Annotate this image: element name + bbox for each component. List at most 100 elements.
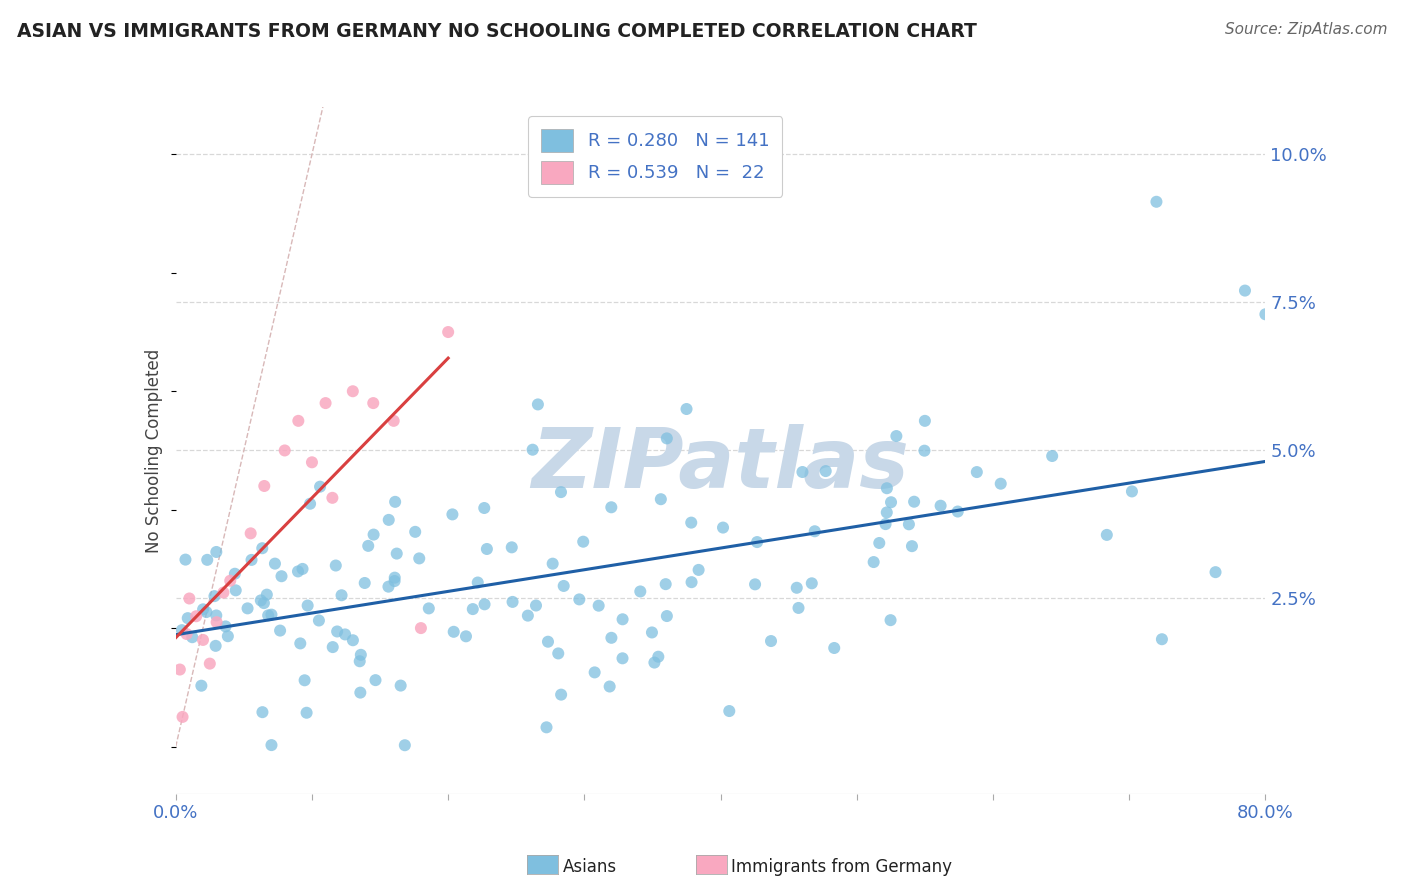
Point <box>191 602 214 616</box>
Point <box>454 629 477 643</box>
Point <box>172 710 194 724</box>
Point <box>239 526 262 541</box>
Point <box>814 464 837 478</box>
Point <box>204 639 226 653</box>
Point <box>322 640 344 654</box>
Point <box>711 520 734 534</box>
Point <box>643 656 665 670</box>
Point <box>745 535 768 549</box>
Point <box>475 541 498 556</box>
Y-axis label: No Schooling Completed: No Schooling Completed <box>145 349 163 552</box>
Point <box>600 500 623 515</box>
Point <box>441 508 464 522</box>
Point <box>260 607 283 622</box>
Point <box>599 680 621 694</box>
Point <box>612 651 634 665</box>
Point <box>287 565 309 579</box>
Text: ZIPatlas: ZIPatlas <box>531 424 910 505</box>
Point <box>205 545 228 559</box>
Point <box>787 601 810 615</box>
Point <box>389 679 412 693</box>
Point <box>792 465 814 479</box>
Point <box>176 627 198 641</box>
Point <box>253 596 276 610</box>
Point <box>536 720 558 734</box>
Point <box>170 623 193 637</box>
Point <box>550 688 572 702</box>
Point <box>274 443 297 458</box>
Point <box>744 577 766 591</box>
Point <box>647 649 669 664</box>
Point <box>309 480 332 494</box>
Point <box>568 592 591 607</box>
Point <box>418 601 440 615</box>
Point <box>404 524 426 539</box>
Point <box>260 738 283 752</box>
Point <box>349 654 371 668</box>
Point <box>541 557 564 571</box>
Point <box>461 602 484 616</box>
Point <box>718 704 741 718</box>
Point <box>868 536 890 550</box>
Point <box>547 647 569 661</box>
Point <box>800 576 823 591</box>
Point <box>315 396 337 410</box>
Point <box>361 396 384 410</box>
Point <box>364 673 387 687</box>
Point <box>675 402 697 417</box>
Point <box>903 494 925 508</box>
Point <box>349 685 371 699</box>
Point <box>524 599 547 613</box>
Point <box>600 631 623 645</box>
Point <box>257 608 280 623</box>
Point <box>880 495 903 509</box>
Point <box>516 608 538 623</box>
Point <box>1205 565 1227 579</box>
Point <box>287 414 309 428</box>
Point <box>901 539 924 553</box>
Point <box>330 588 353 602</box>
Point <box>553 579 575 593</box>
Point <box>522 442 544 457</box>
Point <box>408 551 430 566</box>
Point <box>382 414 405 428</box>
Point <box>914 443 936 458</box>
Point <box>250 593 273 607</box>
Point <box>169 663 191 677</box>
Point <box>966 465 988 479</box>
Point <box>650 492 672 507</box>
Point <box>342 384 364 399</box>
Point <box>294 673 316 688</box>
Point <box>363 527 385 541</box>
Point <box>236 601 259 615</box>
Point <box>177 611 200 625</box>
Point <box>1150 632 1173 647</box>
Point <box>224 566 246 581</box>
Point <box>1040 449 1063 463</box>
Point <box>291 562 314 576</box>
Point <box>823 640 845 655</box>
Point <box>612 612 634 626</box>
Point <box>179 591 201 606</box>
Point <box>914 414 936 428</box>
Legend: R = 0.280   N = 141, R = 0.539   N =  22: R = 0.280 N = 141, R = 0.539 N = 22 <box>529 116 782 197</box>
Point <box>681 575 703 590</box>
Point <box>342 633 364 648</box>
Point <box>655 431 678 445</box>
Point <box>191 632 214 647</box>
Point <box>886 429 908 443</box>
Point <box>572 534 595 549</box>
Point <box>394 738 416 752</box>
Point <box>897 517 920 532</box>
Point <box>219 574 242 588</box>
Point <box>377 513 399 527</box>
Point <box>353 576 375 591</box>
Point <box>195 553 218 567</box>
Point <box>990 476 1012 491</box>
Point <box>299 497 322 511</box>
Point <box>181 630 204 644</box>
Point <box>474 597 496 611</box>
Text: Source: ZipAtlas.com: Source: ZipAtlas.com <box>1225 22 1388 37</box>
Point <box>325 558 347 573</box>
Point <box>502 595 524 609</box>
